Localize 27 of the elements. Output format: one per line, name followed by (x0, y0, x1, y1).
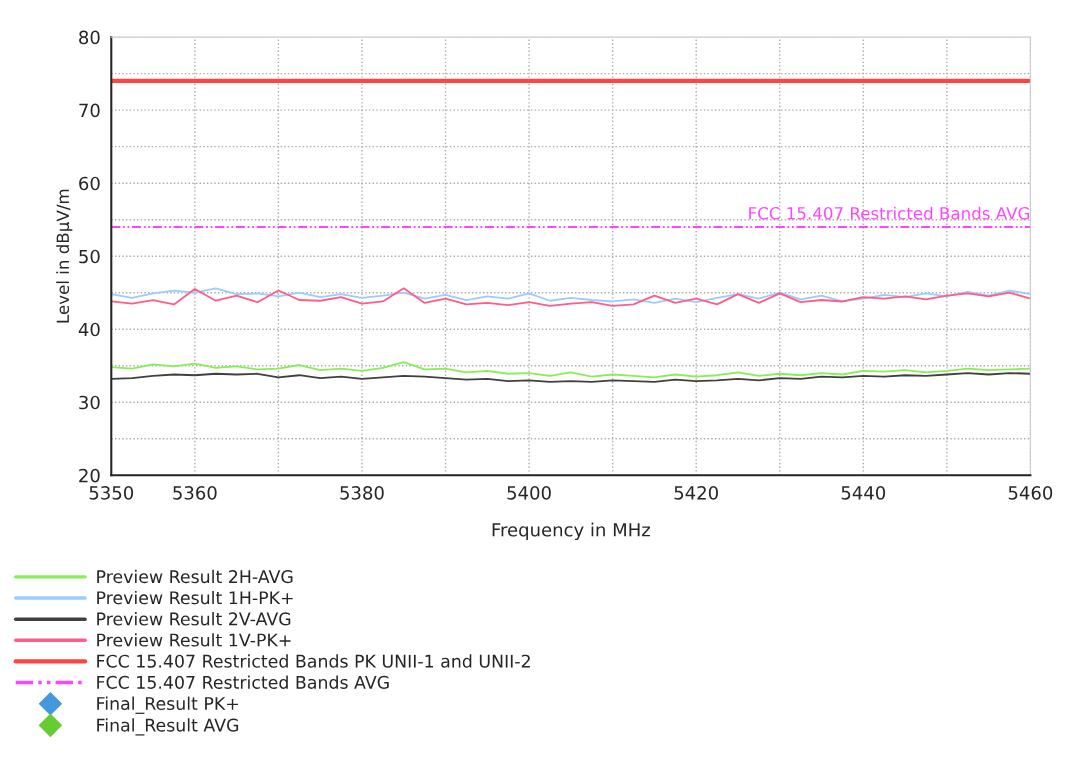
x-tick-label: 5440 (841, 486, 886, 500)
text: Final_Result AVG (97, 718, 239, 736)
legend-label: Preview Result 1V-PK+ (97, 633, 291, 647)
text: Final_Result PK+ (97, 696, 238, 714)
x-tick-label: 5420 (674, 486, 718, 500)
legend-label: Preview Result 2V-AVG (97, 612, 291, 626)
y-tick-label: 30 (79, 395, 100, 410)
line-series (111, 372, 1031, 383)
annotation: FCC 15.407 Restricted Bands AVG (749, 206, 1030, 220)
legend-label: FCC 15.407 Restricted Bands PK UNII-1 and UNII-2 (97, 654, 530, 668)
legend-label: Preview Result 2H-AVG (97, 569, 293, 584)
y-tick-label: 70 (79, 103, 100, 118)
x-tick-label: 5360 (173, 486, 217, 500)
x-tick-label: 5400 (507, 486, 551, 500)
y-tick-label: 20 (79, 468, 100, 483)
x-tick-label: 5460 (1008, 486, 1053, 500)
x-tick-label: 5380 (340, 486, 384, 500)
line-series (111, 361, 1031, 379)
y-tick-label: 50 (79, 249, 100, 264)
x-tick-label: 5350 (89, 486, 134, 500)
legend-label: FCC 15.407 Restricted Bands AVG (97, 675, 389, 689)
y-tick-label: 80 (79, 30, 100, 45)
y-axis-title: Level in dBµV/m (56, 189, 73, 323)
legend-label: Preview Result 1H-PK+ (97, 590, 293, 605)
y-tick-label: 40 (78, 322, 100, 337)
y-tick-label: 60 (79, 176, 100, 191)
x-axis-title: Frequency in MHz (492, 522, 650, 541)
